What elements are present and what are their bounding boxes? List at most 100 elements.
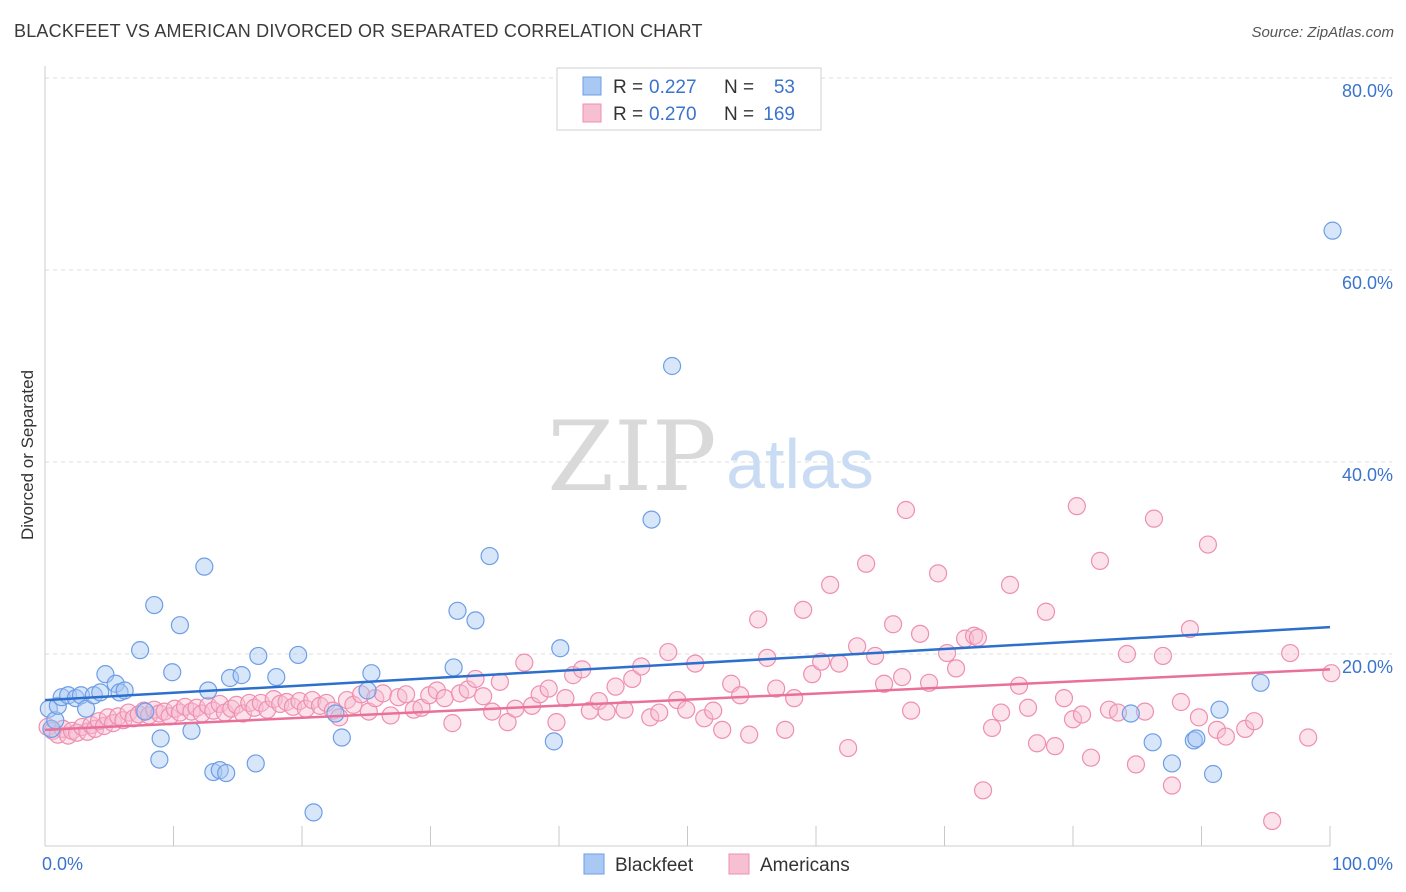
americans-point xyxy=(1072,705,1092,724)
blackfeet-point xyxy=(204,762,223,782)
blackfeet-swatch xyxy=(582,76,602,96)
blackfeet-legend-label: Blackfeet xyxy=(615,855,694,876)
y-tick-label: 20.0% xyxy=(1342,657,1393,677)
americans-point xyxy=(1322,664,1341,683)
blackfeet-point xyxy=(1143,733,1162,752)
americans-point xyxy=(946,659,966,678)
americans-point xyxy=(973,781,993,800)
blackfeet-point xyxy=(170,616,190,635)
americans-point xyxy=(740,725,759,744)
blackfeet-point xyxy=(466,611,485,630)
americans-point xyxy=(785,689,804,708)
americans-point xyxy=(1245,712,1264,731)
americans-point xyxy=(443,714,462,733)
americans-point xyxy=(1000,575,1020,594)
series-legend: Blackfeet Americans xyxy=(583,853,850,876)
americans-swatch xyxy=(582,103,602,123)
watermark-atlas: atlas xyxy=(726,425,874,503)
blackfeet-point xyxy=(217,763,236,783)
americans-point xyxy=(597,702,616,721)
r-label: R = xyxy=(613,77,643,98)
americans-point xyxy=(435,689,454,708)
americans-point xyxy=(901,701,921,720)
americans-point xyxy=(1081,748,1101,767)
blackfeet-point xyxy=(1323,221,1342,240)
americans-point xyxy=(606,677,625,696)
blackfeet-point xyxy=(304,803,323,822)
americans-point xyxy=(427,681,447,700)
blackfeet-point xyxy=(358,681,377,700)
americans-point xyxy=(1108,703,1128,722)
americans-point xyxy=(483,702,502,721)
americans-point xyxy=(968,628,988,647)
americans-point xyxy=(547,713,566,732)
blackfeet-point xyxy=(642,510,661,529)
americans-point xyxy=(1027,734,1047,753)
americans-point xyxy=(1189,708,1209,727)
americans-point xyxy=(1180,619,1200,639)
americans-point xyxy=(803,665,822,684)
americans-point xyxy=(539,679,558,698)
americans-point xyxy=(875,674,894,693)
n-label: N = xyxy=(724,77,754,98)
blackfeet-legend-swatch xyxy=(583,853,605,875)
blackfeet-point xyxy=(1187,729,1206,748)
americans-point xyxy=(1216,727,1236,746)
blackfeet-point xyxy=(195,557,214,576)
americans-point xyxy=(650,703,669,722)
blackfeet-trend-line xyxy=(44,625,1331,702)
americans-point xyxy=(1171,692,1191,712)
americans-point xyxy=(373,684,393,703)
americans-point xyxy=(1162,776,1182,795)
americans-point xyxy=(1009,676,1029,695)
americans-point xyxy=(1054,689,1074,708)
americans-point xyxy=(381,706,400,725)
americans-point xyxy=(1281,643,1300,663)
stats-legend: R = 0.227 N = 53 R = 0.270 N = 169 xyxy=(556,67,822,131)
blackfeet-point xyxy=(444,658,463,677)
americans-point xyxy=(1117,644,1137,664)
blackfeet-point xyxy=(289,645,308,665)
americans-point xyxy=(848,637,867,656)
blackfeet-point xyxy=(1121,704,1140,723)
blackfeet-point xyxy=(551,639,570,658)
americans-point xyxy=(233,704,252,723)
n-label: N = xyxy=(724,104,754,125)
blackfeet-point xyxy=(77,699,96,718)
americans-point xyxy=(937,643,957,663)
americans-legend-swatch xyxy=(728,853,750,875)
americans-point xyxy=(1067,497,1086,516)
y-tick-label: 40.0% xyxy=(1342,465,1393,485)
blackfeet-point xyxy=(232,666,251,685)
blackfeet-point xyxy=(220,668,240,688)
americans-point xyxy=(641,708,660,727)
americans-point xyxy=(749,610,768,629)
americans-point xyxy=(866,646,885,666)
americans-point xyxy=(623,669,642,689)
axes xyxy=(44,66,1331,847)
americans-point xyxy=(731,686,750,705)
americans-point xyxy=(839,738,858,758)
americans-point xyxy=(776,720,795,739)
americans-point xyxy=(830,654,849,673)
americans-point xyxy=(659,642,678,662)
blackfeet-point xyxy=(448,601,467,620)
blackfeet-point xyxy=(145,595,164,615)
n-value: 53 xyxy=(774,77,795,98)
blackfeet-point xyxy=(52,688,71,707)
blackfeet-point xyxy=(480,546,499,566)
r-value: 0.227 xyxy=(649,77,697,98)
blackfeet-point xyxy=(249,646,268,666)
americans-point xyxy=(883,615,903,634)
americans-point xyxy=(1135,702,1155,721)
x-tick-label: 100.0% xyxy=(1332,854,1393,874)
americans-point xyxy=(1299,728,1318,747)
americans-point xyxy=(474,687,493,706)
blackfeet-point xyxy=(246,754,265,773)
americans-point xyxy=(396,685,416,704)
americans-point xyxy=(515,653,534,672)
watermark-zip: ZIP xyxy=(547,401,716,513)
blackfeet-point xyxy=(150,750,169,769)
data-points xyxy=(38,221,1342,831)
